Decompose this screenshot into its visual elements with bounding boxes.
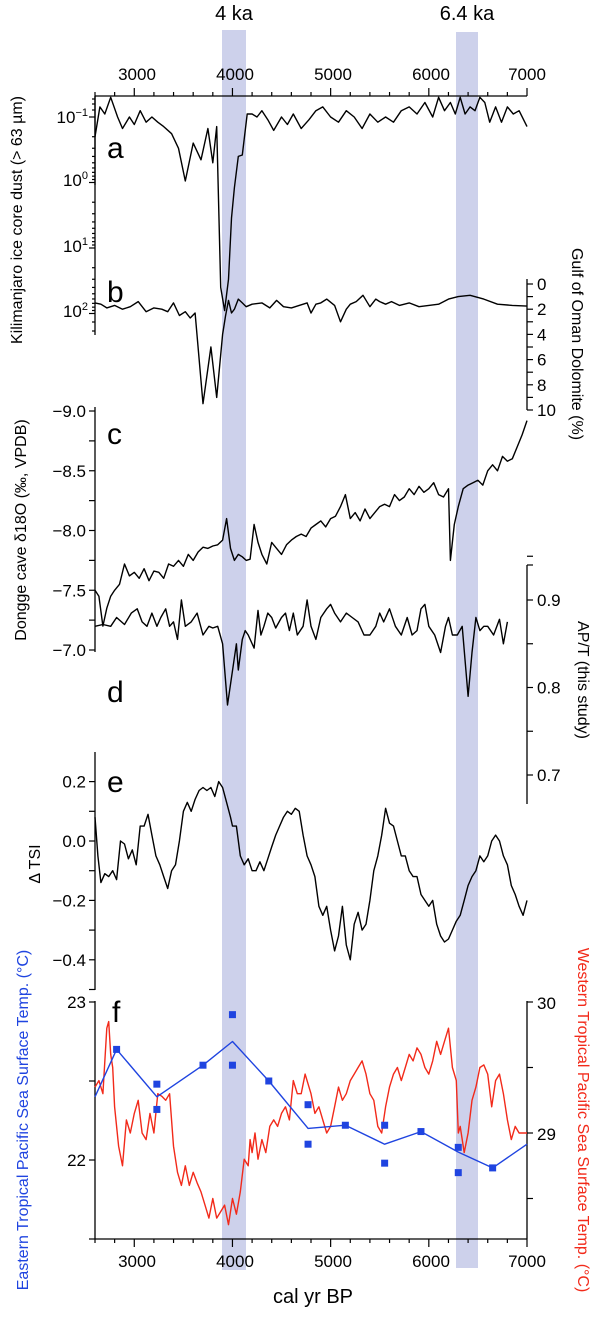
etp-sst-marker <box>341 1121 349 1129</box>
band-label-4ka: 4 ka <box>215 3 254 25</box>
series-a-dust <box>94 96 528 312</box>
etp-sst-marker <box>417 1128 425 1136</box>
etp-sst-marker <box>489 1164 497 1172</box>
etp-sst-marker <box>454 1169 462 1177</box>
series-e-tsi <box>94 780 528 961</box>
band-6-4ka <box>456 32 478 1268</box>
series-b-dolomite <box>94 294 528 405</box>
svg-text:4000: 4000 <box>216 1252 254 1271</box>
svg-text:23: 23 <box>67 993 86 1012</box>
svg-text:101: 101 <box>63 236 88 256</box>
etp-sst-marker <box>381 1121 389 1129</box>
panel-label-f: f <box>112 996 121 1029</box>
band-4ka <box>222 30 246 1270</box>
svg-text:−0.4: −0.4 <box>52 951 86 970</box>
series-d-apt <box>94 599 509 706</box>
svg-text:0.2: 0.2 <box>62 773 86 792</box>
band-label-6-4ka: 6.4 ka <box>440 3 495 25</box>
panel-label-d: d <box>107 676 124 709</box>
svg-text:102: 102 <box>63 301 88 321</box>
svg-text:5000: 5000 <box>314 65 352 84</box>
etp-sst-marker <box>304 1140 312 1148</box>
svg-text:−0.2: −0.2 <box>52 891 86 910</box>
svg-text:0.7: 0.7 <box>537 766 561 785</box>
svg-text:3000: 3000 <box>118 1252 156 1271</box>
svg-text:−8.5: −8.5 <box>52 462 86 481</box>
etp-sst-marker <box>199 1061 207 1069</box>
ylabel-f-left: Eastern Tropical Pacific Sea Surface Tem… <box>15 950 32 1290</box>
svg-text:−9.0: −9.0 <box>52 402 86 421</box>
svg-text:0: 0 <box>537 275 546 294</box>
axis-d: 0.9 0.8 0.7 AP/T (this study) d <box>107 555 591 804</box>
axis-c: −9.0 −8.5 −8.0 −7.5 −7.0 Dongge cave δ18O (‰… <box>13 402 122 660</box>
svg-text:−8.0: −8.0 <box>52 522 86 541</box>
svg-text:−7.0: −7.0 <box>52 641 86 660</box>
series-f-etp-sst-line <box>94 1040 528 1169</box>
x-axis-title: cal yr BP <box>273 1286 353 1308</box>
ylabel-d: AP/T (this study) <box>574 621 591 739</box>
svg-text:0.9: 0.9 <box>537 591 561 610</box>
panel-label-b: b <box>107 276 124 309</box>
svg-text:7000: 7000 <box>508 1252 546 1271</box>
panel-label-c: c <box>107 418 122 451</box>
svg-text:29: 29 <box>537 1125 556 1144</box>
bottom-x-axis: 3000 4000 5000 6000 7000 cal yr BP <box>94 1238 546 1308</box>
ylabel-c: Dongge cave δ18O (‰, VPDB) <box>13 419 30 640</box>
etp-sst-marker <box>113 1045 121 1053</box>
ylabel-b: Gulf of Oman Dolomite (%) <box>568 248 585 440</box>
etp-sst-marker <box>304 1101 312 1109</box>
svg-text:0.0: 0.0 <box>62 832 86 851</box>
ylabel-f-right: Western Tropical Pacific Sea Surface Tem… <box>574 948 591 1293</box>
axis-e: 0.2 0.0 −0.2 −0.4 Δ TSI e <box>27 752 124 991</box>
axis-a: 10−1 100 101 102 Kilimanjaro ice core du… <box>9 96 124 344</box>
svg-text:2: 2 <box>537 300 546 319</box>
svg-text:100: 100 <box>63 170 88 190</box>
svg-text:7000: 7000 <box>508 65 546 84</box>
axis-f: 23 22 30 29 Eastern Tropical Pacific Sea Su… <box>15 948 591 1293</box>
svg-text:0.8: 0.8 <box>537 679 561 698</box>
svg-text:5000: 5000 <box>314 1252 352 1271</box>
series-c-dongge <box>94 420 528 627</box>
etp-sst-marker <box>381 1159 389 1167</box>
panel-label-e: e <box>107 766 124 799</box>
etp-sst-marker <box>228 1061 236 1069</box>
ylabel-a: Kilimanjaro ice core dust (> 63 µm) <box>9 96 26 344</box>
etp-sst-marker <box>153 1105 161 1113</box>
top-x-axis: 3000 4000 5000 6000 7000 <box>94 65 546 97</box>
svg-text:8: 8 <box>537 376 546 395</box>
series-f-wtp-sst <box>94 1020 527 1226</box>
svg-text:4000: 4000 <box>216 65 254 84</box>
svg-text:30: 30 <box>537 994 556 1013</box>
svg-text:6000: 6000 <box>412 65 450 84</box>
svg-text:22: 22 <box>67 1151 86 1170</box>
svg-text:6: 6 <box>537 351 546 370</box>
svg-text:10: 10 <box>537 401 556 420</box>
axis-b: 0 2 4 6 8 10 Gulf of Oman Dolomite (%) <box>526 248 585 440</box>
series-layer <box>94 96 528 1226</box>
svg-text:6000: 6000 <box>412 1252 450 1271</box>
etp-sst-marker <box>153 1080 161 1088</box>
etp-sst-marker <box>265 1077 273 1085</box>
panel-label-a: a <box>107 132 124 165</box>
svg-text:4: 4 <box>537 325 546 344</box>
svg-text:10−1: 10−1 <box>57 107 88 127</box>
etp-sst-marker <box>454 1143 462 1151</box>
svg-text:3000: 3000 <box>118 65 156 84</box>
ylabel-e: Δ TSI <box>27 844 44 883</box>
etp-sst-marker <box>228 1011 236 1019</box>
svg-text:−7.5: −7.5 <box>52 581 86 600</box>
